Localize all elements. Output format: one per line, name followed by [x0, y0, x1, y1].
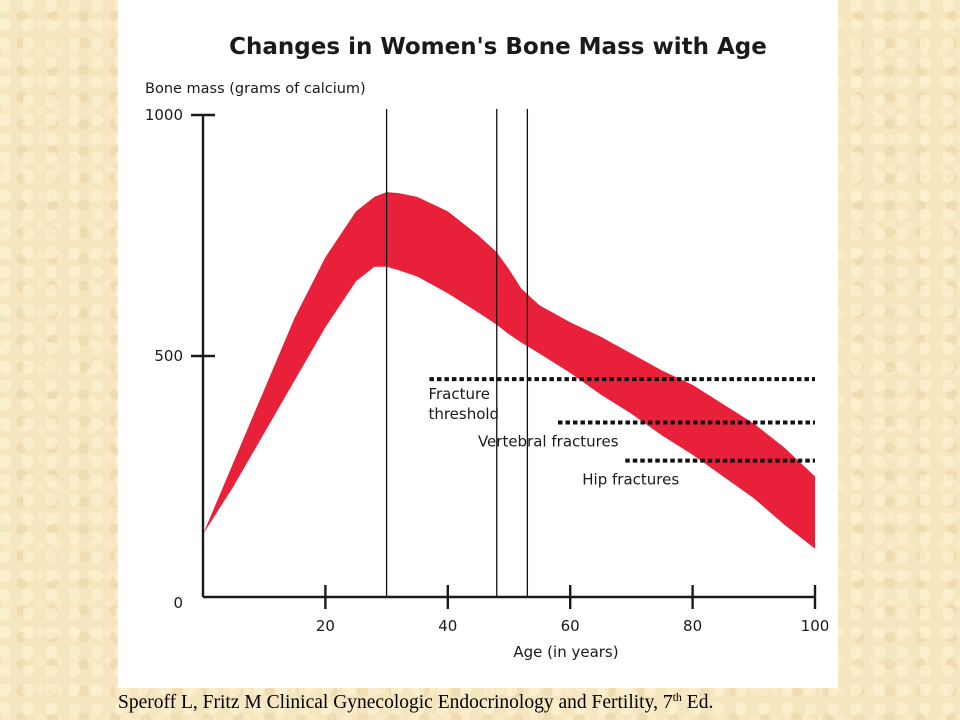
- y-tick-label-500: 500: [154, 347, 183, 365]
- y-tick-label-1000: 1000: [145, 106, 183, 124]
- x-tick-label-40: 40: [438, 617, 457, 635]
- citation-superscript: th: [672, 690, 682, 704]
- x-axis-label: Age (in years): [513, 643, 618, 661]
- y-tick-label-0: 0: [173, 594, 183, 612]
- x-tick-label-100: 100: [801, 617, 830, 635]
- bone-mass-band-0: [203, 192, 815, 549]
- citation-text: Speroff L, Fritz M Clinical Gynecologic …: [118, 692, 673, 713]
- source-citation: Speroff L, Fritz M Clinical Gynecologic …: [118, 688, 960, 720]
- plot-area: 0 500 1000 20 40 60 80 100 Fracture threshold Vert…: [145, 106, 830, 635]
- x-tick-label-20: 20: [316, 617, 335, 635]
- threshold-label-2: Hip fractures: [582, 471, 679, 489]
- citation-edition: Ed.: [681, 692, 714, 713]
- y-axis-label: Bone mass (grams of calcium): [145, 81, 366, 97]
- bone-mass-chart: Changes in Women's Bone Mass with Age Bo…: [145, 34, 830, 661]
- x-tick-label-80: 80: [683, 617, 702, 635]
- x-tick-label-60: 60: [561, 617, 580, 635]
- threshold-label-0: Fracture threshold: [428, 385, 499, 423]
- threshold-label-1: Vertebral fractures: [478, 433, 619, 451]
- chart-title: Changes in Women's Bone Mass with Age: [229, 34, 767, 60]
- chart-panel: Changes in Women's Bone Mass with Age Bo…: [118, 0, 838, 688]
